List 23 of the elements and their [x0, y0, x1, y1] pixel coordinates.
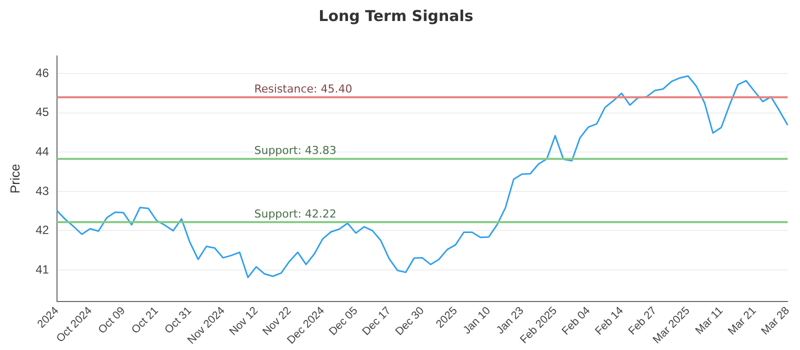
x-tick-label: Nov 12	[227, 304, 260, 338]
ref-line-label: Support: 42.22	[254, 207, 336, 220]
y-tick-label: 45	[36, 105, 50, 120]
ref-line-label: Support: 43.83	[254, 144, 336, 158]
ref-line-label: Resistance: 45.40	[254, 82, 352, 96]
y-axis-title: Price	[7, 164, 22, 194]
y-tick-label: 42	[36, 223, 50, 238]
x-tick-label: Mar 28	[759, 304, 792, 338]
y-tick-label: 46	[36, 66, 50, 80]
x-tick-label: Oct 21	[129, 304, 161, 336]
x-tick-label: Dec 30	[393, 304, 427, 338]
y-tick-label: 44	[36, 144, 50, 158]
x-tick-label: Jan 10	[461, 304, 493, 337]
x-tick-label: Feb 04	[560, 304, 593, 338]
x-tick-label: Mar 11	[693, 304, 726, 337]
x-tick-label: Dec 05	[327, 304, 360, 338]
x-tick-label: Dec 17	[360, 304, 394, 338]
x-tick-label: Mar 21	[726, 304, 759, 338]
chart-title: Long Term Signals	[318, 6, 474, 25]
x-tick-label: Feb 14	[593, 304, 626, 338]
y-tick-label: 41	[36, 262, 50, 276]
x-tick-label: Oct 09	[96, 304, 128, 336]
y-tick-label: 43	[36, 184, 50, 198]
